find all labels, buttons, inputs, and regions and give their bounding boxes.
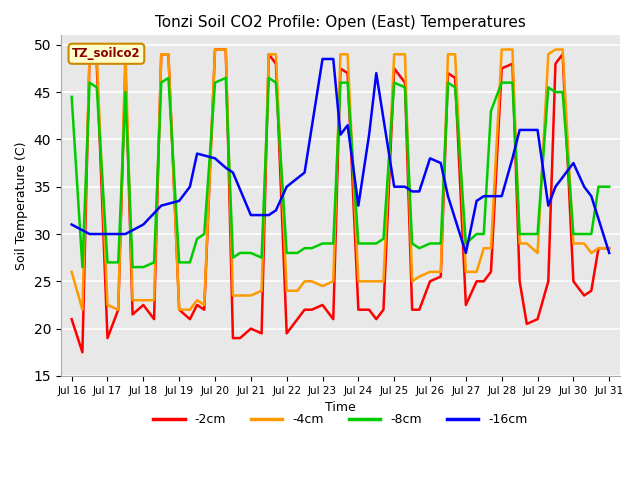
X-axis label: Time: Time bbox=[325, 401, 356, 414]
Legend: -2cm, -4cm, -8cm, -16cm: -2cm, -4cm, -8cm, -16cm bbox=[148, 408, 532, 431]
Y-axis label: Soil Temperature (C): Soil Temperature (C) bbox=[15, 142, 28, 270]
Title: Tonzi Soil CO2 Profile: Open (East) Temperatures: Tonzi Soil CO2 Profile: Open (East) Temp… bbox=[155, 15, 526, 30]
Text: TZ_soilco2: TZ_soilco2 bbox=[72, 47, 141, 60]
